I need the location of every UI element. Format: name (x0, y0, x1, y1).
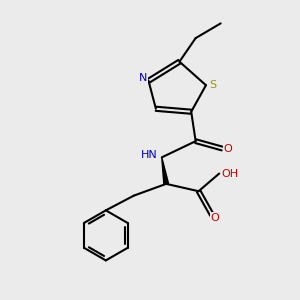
Text: N: N (139, 73, 147, 83)
Text: HN: HN (141, 150, 158, 160)
Polygon shape (162, 158, 169, 184)
Text: O: O (210, 213, 219, 223)
Text: O: O (224, 143, 233, 154)
Text: OH: OH (222, 169, 239, 178)
Text: S: S (210, 80, 217, 90)
